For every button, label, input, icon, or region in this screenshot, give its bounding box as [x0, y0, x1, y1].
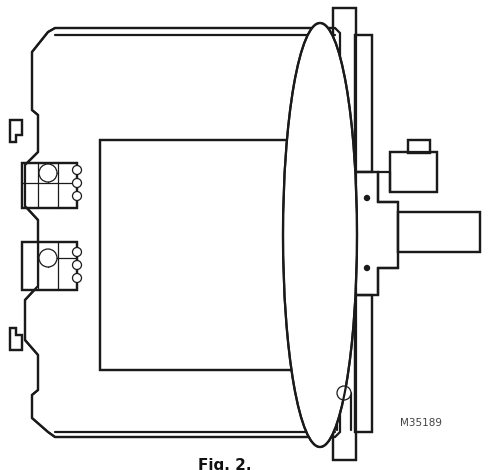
Polygon shape [25, 28, 339, 437]
Polygon shape [22, 242, 77, 290]
Circle shape [364, 266, 369, 271]
Circle shape [72, 165, 81, 174]
Circle shape [364, 196, 369, 201]
Text: M35189: M35189 [399, 418, 441, 428]
Circle shape [72, 248, 81, 257]
Polygon shape [22, 163, 77, 208]
Polygon shape [397, 212, 479, 252]
Polygon shape [354, 172, 397, 295]
Text: Fig. 2.: Fig. 2. [198, 458, 251, 470]
Polygon shape [10, 328, 22, 350]
Circle shape [72, 274, 81, 282]
Circle shape [39, 164, 57, 182]
Polygon shape [354, 295, 371, 432]
Polygon shape [100, 140, 310, 370]
Ellipse shape [283, 23, 356, 447]
Polygon shape [389, 152, 436, 192]
Polygon shape [407, 140, 429, 153]
Circle shape [39, 249, 57, 267]
Circle shape [336, 386, 350, 400]
Polygon shape [332, 8, 355, 460]
Circle shape [72, 191, 81, 201]
Polygon shape [354, 35, 371, 172]
Circle shape [72, 260, 81, 269]
Polygon shape [10, 120, 22, 142]
Circle shape [72, 179, 81, 188]
